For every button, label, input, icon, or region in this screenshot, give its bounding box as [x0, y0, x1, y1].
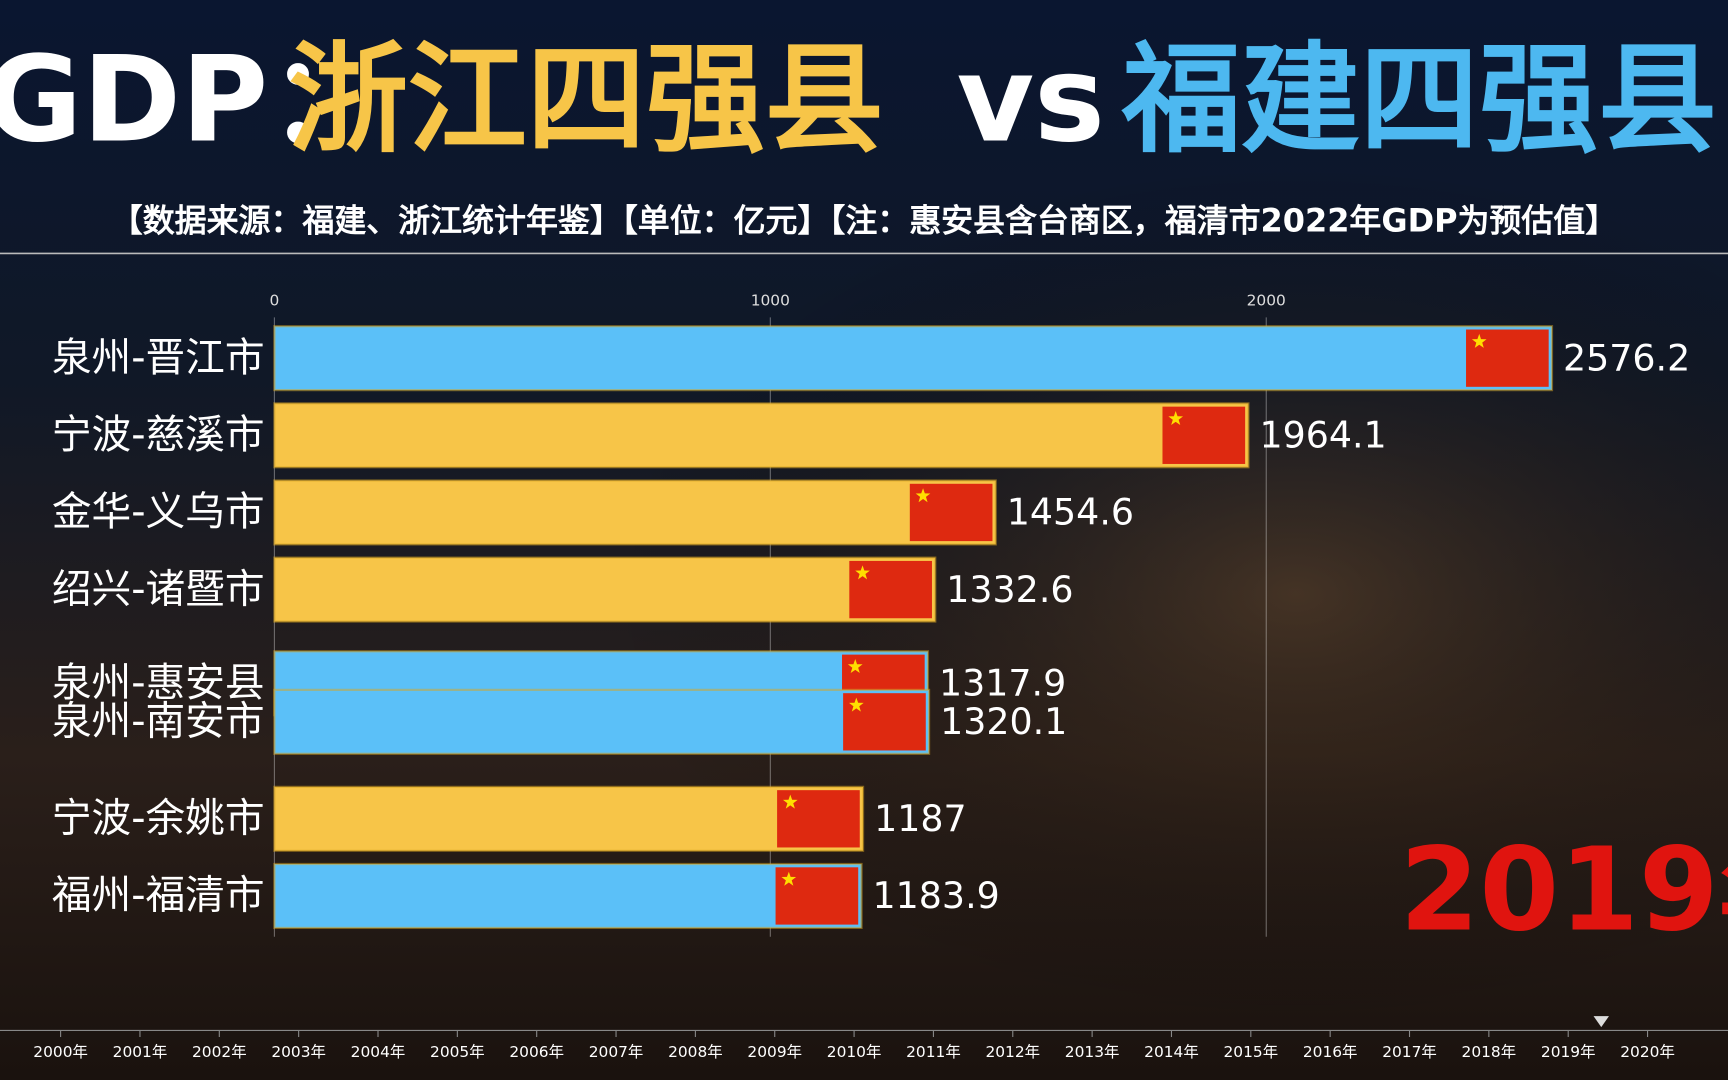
- title-segment: 浙江四强县: [289, 32, 884, 170]
- year-label: 2019年: [1400, 824, 1728, 957]
- subtitle: 【数据来源：福建、浙江统计年鉴】【单位：亿元】【注：惠安县含台商区，福清市202…: [111, 202, 1617, 240]
- flag-star: [1471, 333, 1487, 348]
- flag-star: [783, 794, 798, 809]
- timeline-label: 2013年: [1065, 1043, 1120, 1061]
- value-label: 2576.2: [1563, 336, 1690, 379]
- category-label: 绍兴-诸暨市: [52, 566, 265, 612]
- timeline-label: 2015年: [1224, 1043, 1279, 1061]
- value-label: 1183.9: [873, 874, 1000, 917]
- category-label: 宁波-余姚市: [52, 796, 265, 842]
- category-label: 泉州-南安市: [52, 699, 265, 745]
- value-label: 1317.9: [939, 661, 1066, 704]
- x-tick-label: 2000: [1247, 291, 1286, 309]
- bar: [273, 402, 1250, 469]
- timeline-label: 2001年: [113, 1043, 168, 1061]
- timeline-label: 2014年: [1144, 1043, 1199, 1061]
- x-tick-label: 1000: [751, 291, 790, 309]
- timeline-label: 2007年: [589, 1043, 644, 1061]
- timeline-label: 2006年: [509, 1043, 564, 1061]
- flag-star: [847, 659, 863, 674]
- bar: [273, 479, 997, 546]
- title-segment: 福建四强县: [1121, 32, 1717, 170]
- timeline-label: 2020年: [1620, 1043, 1675, 1061]
- x-tick-label: 0: [270, 291, 280, 309]
- flag-star: [855, 565, 870, 580]
- timeline-label: 2002年: [192, 1043, 247, 1061]
- category-label: 泉州-晋江市: [52, 335, 265, 381]
- timeline-label: 2019年: [1541, 1043, 1596, 1061]
- value-label: 1332.6: [946, 568, 1073, 611]
- bar: [273, 556, 937, 623]
- timeline-marker: [1593, 1016, 1609, 1028]
- title-segment: vs: [957, 32, 1105, 170]
- timeline-label: 2017年: [1382, 1043, 1437, 1061]
- timeline-label: 2012年: [985, 1043, 1040, 1061]
- value-label: 1454.6: [1007, 491, 1134, 534]
- category-label: 泉州-惠安县: [52, 660, 265, 706]
- timeline-label: 2004年: [351, 1043, 406, 1061]
- timeline-label: 2010年: [827, 1043, 882, 1061]
- flag-star: [915, 488, 931, 503]
- value-label: 1320.1: [940, 700, 1067, 743]
- bar: [273, 862, 863, 930]
- value-label: 1964.1: [1259, 414, 1386, 457]
- category-label: 宁波-慈溪市: [52, 412, 265, 458]
- flag-star: [1168, 411, 1184, 426]
- timeline-label: 2011年: [906, 1043, 961, 1061]
- timeline-label: 2008年: [668, 1043, 723, 1061]
- category-label: 金华-义乌市: [52, 489, 265, 535]
- timeline-label: 2009年: [747, 1043, 802, 1061]
- flag-star: [849, 697, 864, 712]
- value-label: 1187: [874, 797, 967, 840]
- bar: [273, 688, 931, 755]
- timeline-label: 2003年: [271, 1043, 326, 1061]
- flag-star: [781, 871, 797, 886]
- bar: [273, 785, 865, 852]
- timeline-label: 2000年: [33, 1043, 88, 1061]
- bar: [273, 325, 1554, 392]
- timeline-label: 2016年: [1303, 1043, 1358, 1061]
- title-segment: GDP：: [0, 32, 387, 170]
- timeline-label: 2005年: [430, 1043, 485, 1061]
- category-label: 福州-福清市: [52, 873, 265, 919]
- timeline-label: 2018年: [1462, 1043, 1517, 1061]
